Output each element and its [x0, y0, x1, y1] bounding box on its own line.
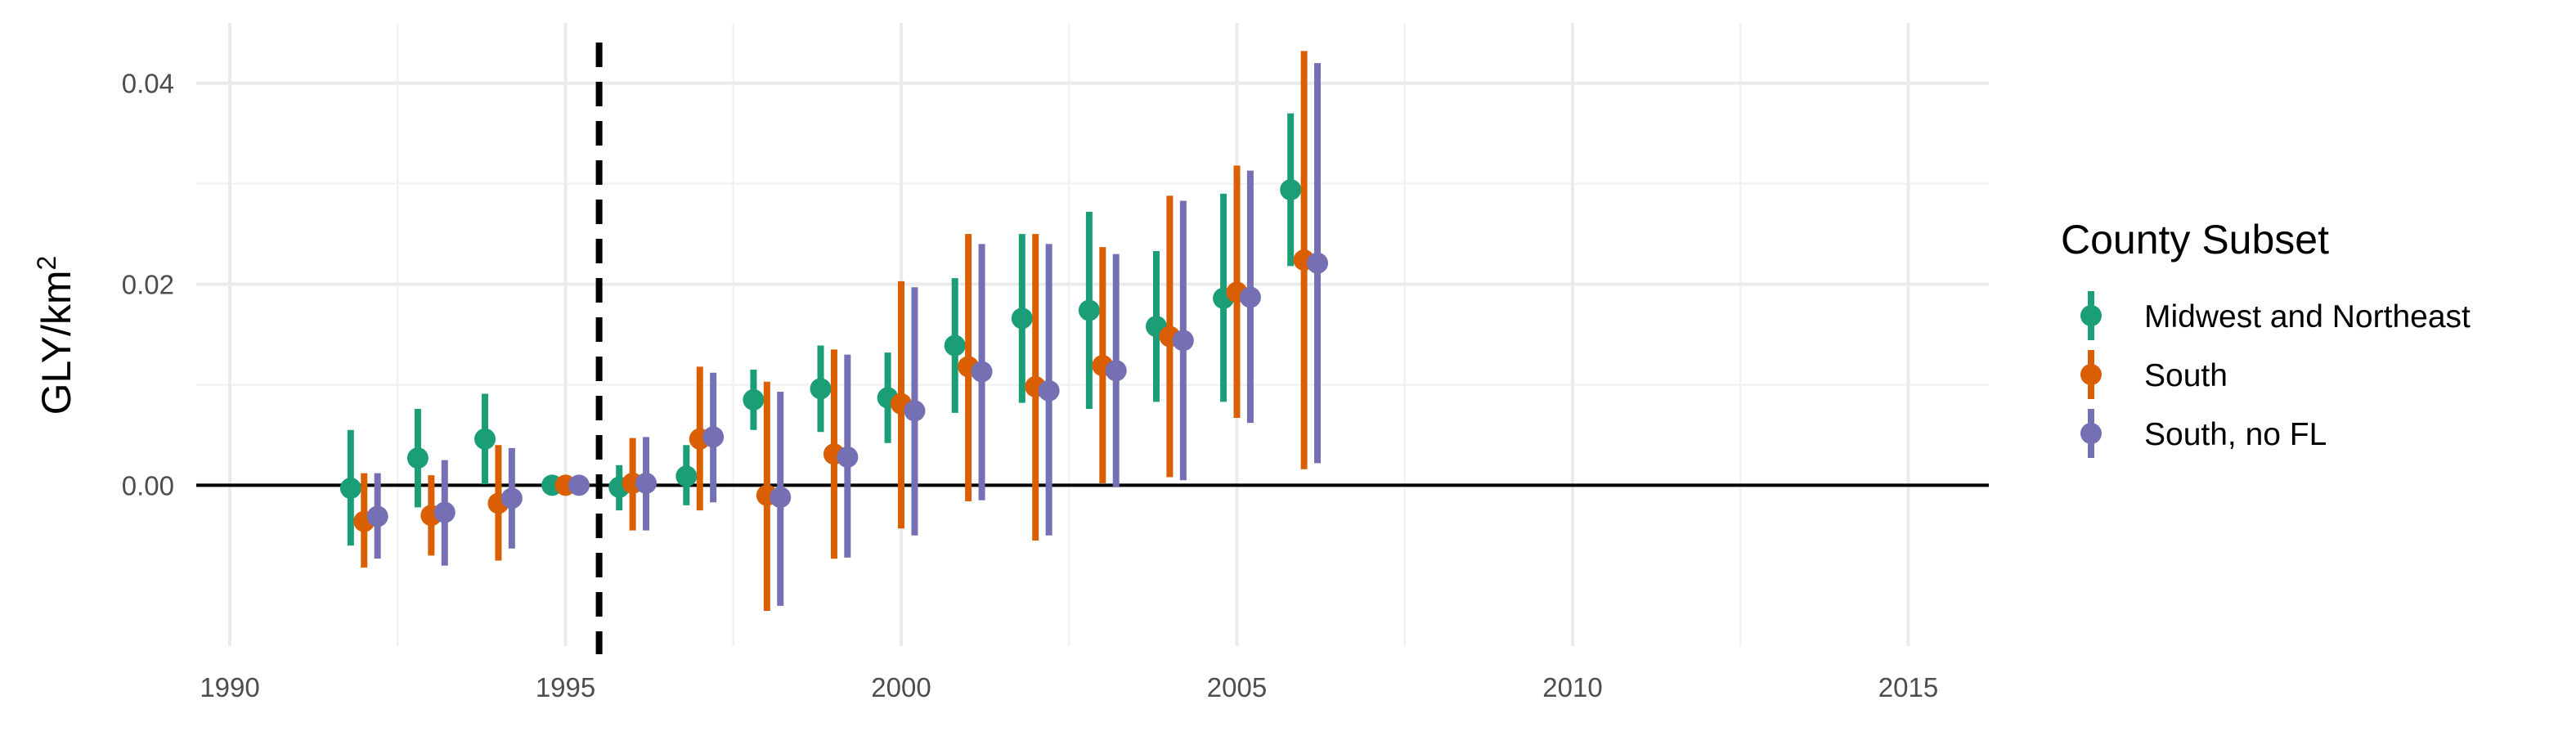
legend-key-point	[2080, 305, 2102, 326]
reference-lines	[196, 43, 1989, 654]
legend-key-point	[2080, 423, 2102, 444]
data-point	[366, 505, 388, 527]
data-point	[675, 465, 698, 487]
x-tick-label: 2010	[1542, 672, 1602, 702]
data-point	[1078, 299, 1100, 321]
series-1	[339, 113, 1302, 546]
data-point	[339, 478, 361, 500]
data-point	[635, 472, 657, 494]
data-point	[1105, 360, 1127, 382]
data-point	[1280, 179, 1302, 201]
y-axis-title-text: GLY/km	[34, 270, 79, 415]
data-point	[1239, 286, 1261, 308]
x-tick-label: 1995	[536, 672, 595, 702]
data-point	[702, 426, 725, 448]
x-tick-label: 2000	[871, 672, 931, 702]
data-point	[743, 388, 765, 411]
data-point	[971, 361, 993, 383]
legend-item: South, no FL	[2080, 409, 2327, 458]
y-axis-title: GLY/km2	[32, 256, 79, 415]
data-point	[904, 400, 926, 422]
series-2	[353, 51, 1315, 611]
data-point	[1038, 379, 1060, 402]
legend-label: South	[2144, 358, 2228, 393]
legend-item: Midwest and Northeast	[2080, 291, 2471, 340]
y-tick-label: 0.00	[122, 470, 174, 500]
series-3	[366, 63, 1329, 606]
legend-item: South	[2080, 350, 2228, 399]
x-tick-label: 2015	[1878, 672, 1938, 702]
data-point	[837, 446, 859, 468]
legend-label: Midwest and Northeast	[2144, 299, 2471, 334]
axes: 1990 1995 2000 2005 2010 2015 0.00 0.02 0.04	[122, 69, 1938, 702]
gridlines	[196, 23, 1989, 646]
legend-key-point	[2080, 364, 2102, 385]
y-tick-label: 0.02	[122, 270, 174, 300]
data-point	[1011, 307, 1033, 330]
data-point	[1307, 252, 1329, 274]
data-point	[944, 334, 966, 357]
data-point	[810, 378, 832, 400]
data-point	[770, 487, 792, 509]
legend-title: County Subset	[2061, 217, 2329, 263]
legend-label: South, no FL	[2144, 417, 2327, 452]
x-tick-label: 1990	[200, 672, 259, 702]
x-tick-label: 2005	[1207, 672, 1267, 702]
data-point	[474, 428, 496, 450]
legend: County Subset Midwest and Northeast South…	[2061, 217, 2471, 458]
data-point	[406, 447, 429, 469]
data-layer	[339, 51, 1329, 611]
data-point	[433, 501, 456, 523]
y-axis-title-superscript: 2	[32, 256, 61, 271]
data-point	[568, 474, 590, 496]
data-point	[500, 487, 523, 509]
y-tick-label: 0.04	[122, 69, 174, 99]
data-point	[1172, 330, 1194, 352]
